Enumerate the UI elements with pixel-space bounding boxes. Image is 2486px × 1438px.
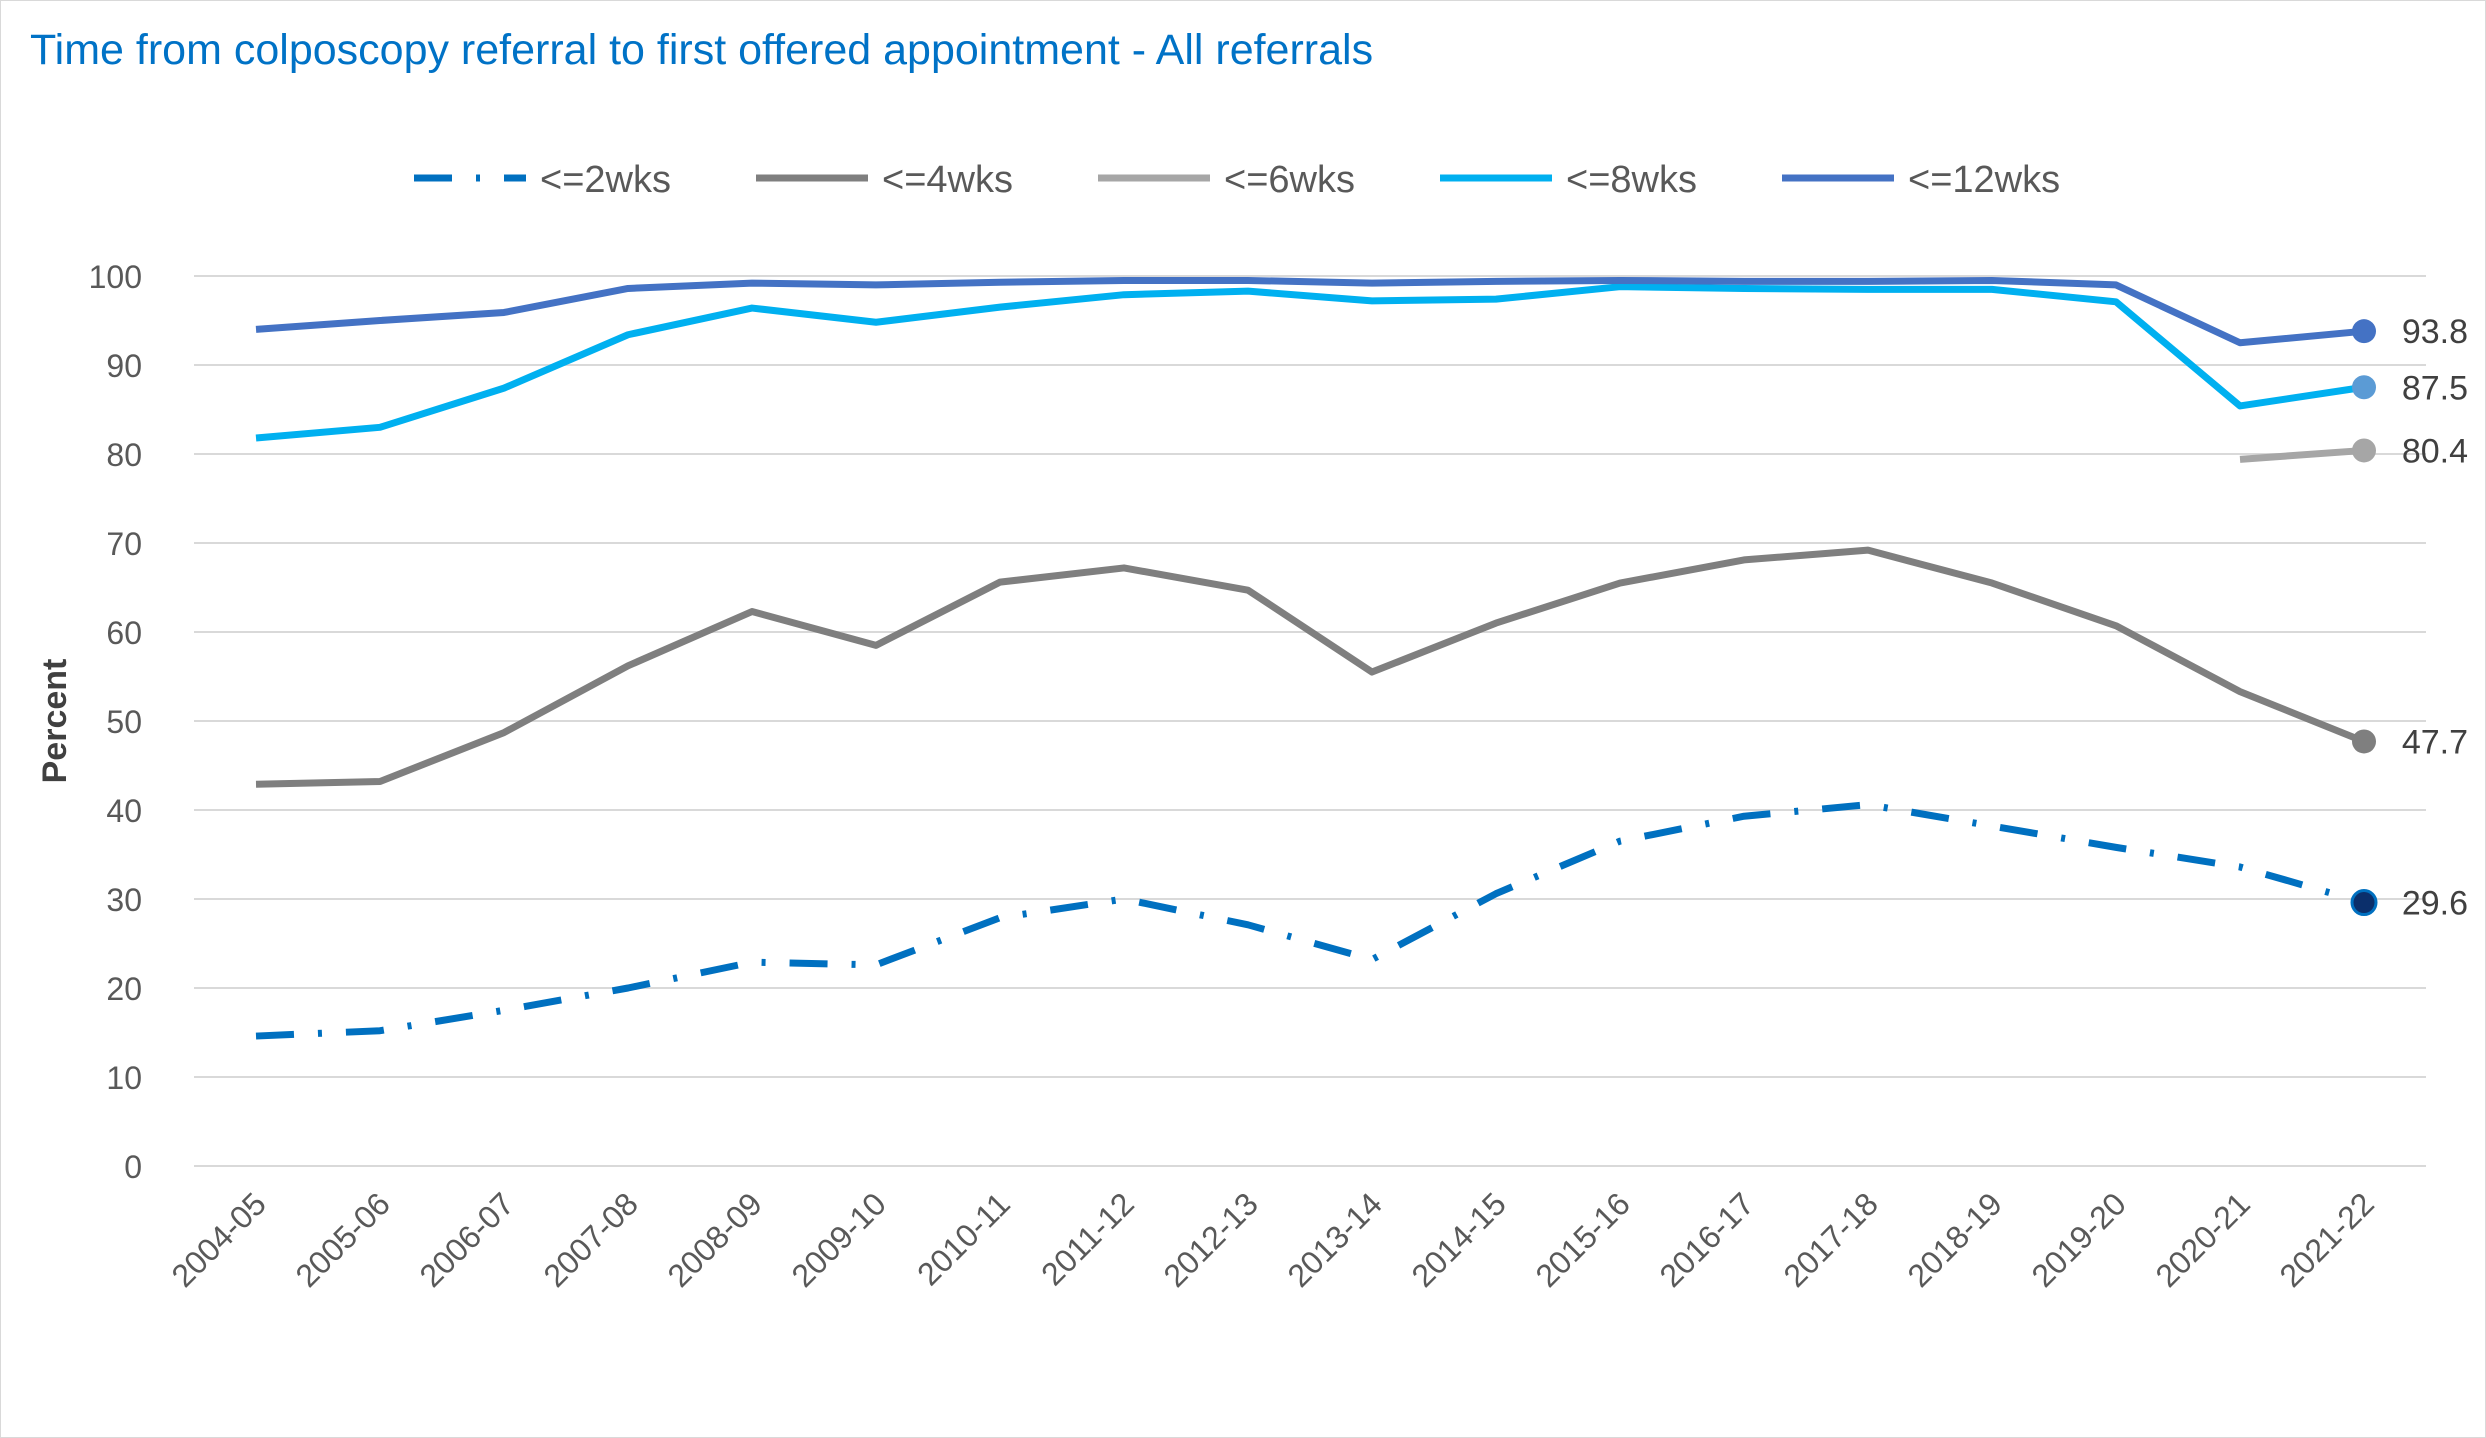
y-tick-label: 40 bbox=[106, 793, 142, 829]
end-value-label: 80.4 bbox=[2402, 432, 2468, 470]
end-value-label: 29.6 bbox=[2402, 885, 2468, 923]
x-tick-label: 2011-12 bbox=[1034, 1185, 1141, 1292]
x-tick-label: 2005-06 bbox=[288, 1185, 396, 1293]
series-line bbox=[2239, 446, 2365, 463]
y-tick-label: 10 bbox=[106, 1060, 142, 1096]
x-tick-label: 2017-18 bbox=[1776, 1185, 1884, 1293]
series-<=12wks: 93.8 bbox=[255, 276, 2468, 351]
y-tick-label: 80 bbox=[106, 437, 142, 473]
x-tick-label: 2015-16 bbox=[1528, 1185, 1636, 1293]
x-tick-label: 2014-15 bbox=[1404, 1185, 1512, 1293]
end-value-label: 93.8 bbox=[2402, 313, 2468, 351]
series-line bbox=[255, 283, 2365, 442]
y-tick-label: 70 bbox=[106, 526, 142, 562]
y-axis-ticks: 0 10 20 30 40 50 60 70 80 90 100 bbox=[89, 259, 142, 1185]
x-tick-label: 2016-17 bbox=[1652, 1185, 1760, 1293]
series-<=4wks: 47.7 bbox=[255, 546, 2468, 788]
end-value-label: 47.7 bbox=[2402, 723, 2468, 761]
y-tick-label: 90 bbox=[106, 348, 142, 384]
x-tick-label: 2007-08 bbox=[536, 1185, 644, 1293]
series-line bbox=[255, 546, 2366, 788]
x-tick-label: 2009-10 bbox=[784, 1185, 892, 1293]
end-marker bbox=[2350, 889, 2378, 917]
x-tick-label: 2008-09 bbox=[660, 1185, 768, 1293]
x-tick-label: 2013-14 bbox=[1280, 1185, 1388, 1293]
series-<=6wks: 80.4 bbox=[2239, 432, 2468, 470]
legend: <=2wks <=4wks <=6wks <=8wks <=12wks bbox=[414, 159, 2060, 201]
x-tick-label: 2004-05 bbox=[164, 1185, 272, 1293]
x-axis-ticks: 2004-05 2005-06 2006-07 2007-08 2008-09 2009-… bbox=[164, 1185, 2380, 1293]
x-tick-label: 2018-19 bbox=[1900, 1185, 2008, 1293]
x-tick-label: 2010-11 bbox=[910, 1185, 1017, 1292]
legend-label: <=12wks bbox=[1908, 159, 2060, 201]
y-axis-label: Percent bbox=[36, 659, 74, 784]
end-marker bbox=[2352, 319, 2376, 344]
y-tick-label: 60 bbox=[106, 615, 142, 651]
series-line bbox=[255, 801, 2365, 1040]
legend-label: <=2wks bbox=[540, 159, 671, 201]
y-tick-label: 20 bbox=[106, 971, 142, 1007]
y-tick-label: 0 bbox=[124, 1149, 142, 1185]
legend-label: <=6wks bbox=[1224, 159, 1355, 201]
x-tick-label: 2020-21 bbox=[2148, 1185, 2256, 1293]
chart-title: Time from colposcopy referral to first o… bbox=[30, 26, 1374, 74]
series-<=2wks: 29.6 bbox=[255, 801, 2468, 1040]
y-tick-label: 50 bbox=[106, 704, 142, 740]
series-line bbox=[255, 276, 2365, 347]
end-marker bbox=[2352, 438, 2376, 463]
x-tick-label: 2021-22 bbox=[2272, 1185, 2380, 1293]
series-<=8wks: 87.5 bbox=[255, 283, 2468, 442]
x-tick-label: 2012-13 bbox=[1156, 1185, 1264, 1293]
gridlines bbox=[194, 275, 2426, 1078]
end-value-label: 87.5 bbox=[2402, 369, 2468, 407]
y-tick-label: 100 bbox=[89, 259, 142, 295]
x-tick-label: 2019-20 bbox=[2024, 1185, 2132, 1293]
end-marker bbox=[2352, 375, 2376, 400]
series-layer: 29.6 47.7 80.4 87.5 93.8 bbox=[255, 276, 2468, 1040]
end-marker bbox=[2352, 729, 2376, 754]
legend-label: <=4wks bbox=[882, 159, 1013, 201]
legend-label: <=8wks bbox=[1566, 159, 1697, 201]
x-tick-label: 2006-07 bbox=[412, 1185, 520, 1293]
y-tick-label: 30 bbox=[106, 882, 142, 918]
